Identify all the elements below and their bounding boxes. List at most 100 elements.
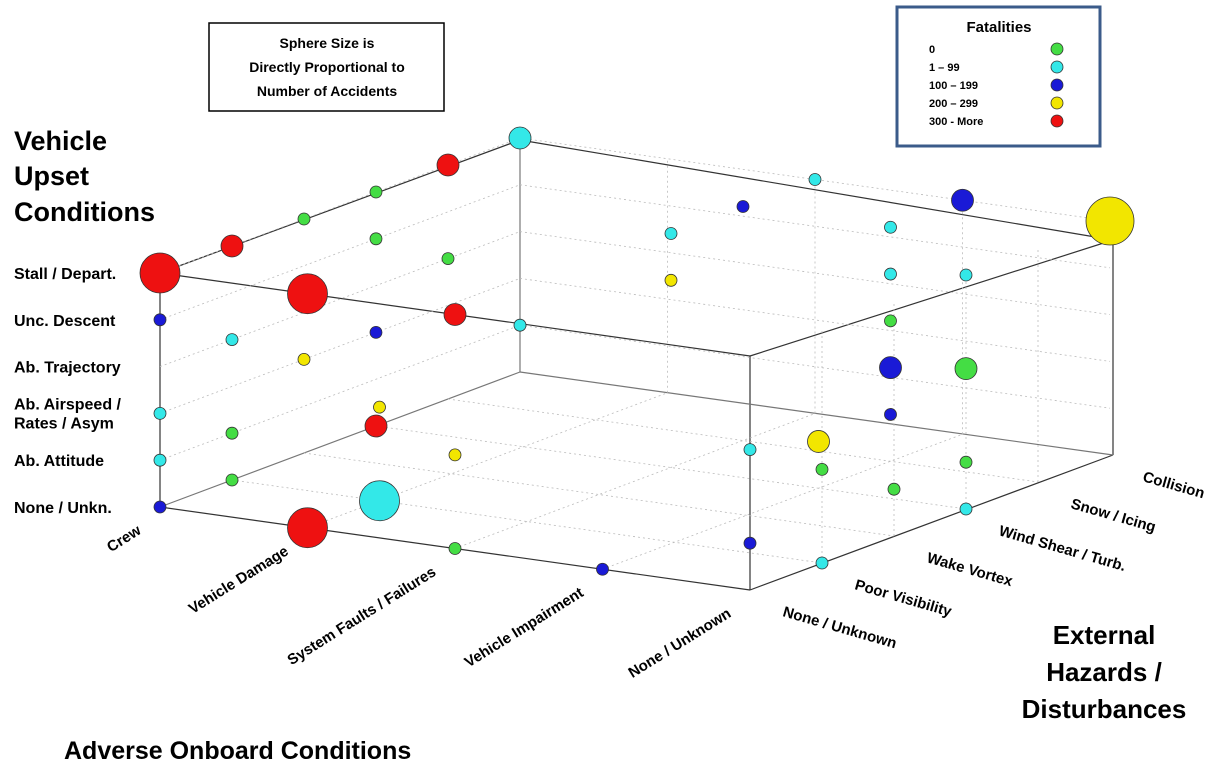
- frame-edge: [749, 239, 1114, 357]
- grid-line: [159, 231, 521, 367]
- accident-sphere: [808, 173, 822, 186]
- frame-edge: [159, 371, 521, 508]
- accident-sphere: [508, 126, 532, 150]
- z-axis-title-line: Disturbances: [1022, 694, 1187, 724]
- grid-line: [519, 231, 1111, 315]
- accident-sphere: [596, 562, 609, 576]
- accident-sphere: [297, 352, 311, 366]
- accident-sphere: [369, 185, 383, 199]
- grid-line: [303, 452, 895, 537]
- accident-sphere: [369, 325, 383, 339]
- y-tick-label: Ab. Trajectory: [14, 360, 121, 377]
- accident-sphere: [664, 273, 678, 287]
- legend-label: 200 – 299: [929, 98, 978, 110]
- z-tick-label: Poor Visibility: [853, 577, 954, 621]
- accident-sphere: [959, 455, 973, 469]
- accident-sphere: [954, 357, 978, 381]
- accident-sphere: [441, 252, 455, 266]
- x-axis-title: Adverse Onboard Conditions: [64, 737, 411, 765]
- z-tick-label: Collision: [1141, 469, 1207, 503]
- accident-sphere: [373, 400, 386, 414]
- axis-labels: None / Unkn. Ab. Attitude Ab. Airspeed / Ra…: [14, 266, 1206, 682]
- accident-sphere: [448, 542, 462, 555]
- y-axis-title-line: Conditions: [14, 197, 155, 227]
- grid-line: [519, 278, 1111, 362]
- legend-swatch: [1050, 96, 1064, 110]
- accident-sphere: [436, 153, 460, 177]
- grid-lines: [159, 137, 1111, 570]
- legend-swatch: [1050, 114, 1064, 128]
- z-axis-title-line: External: [1053, 620, 1156, 650]
- grid-line: [519, 137, 1111, 222]
- z-tick-label: Wake Vortex: [925, 550, 1015, 591]
- accident-sphere: [1085, 196, 1135, 246]
- y-tick-label: Ab. Attitude: [14, 453, 104, 470]
- y-axis-title-line: Upset: [14, 161, 89, 191]
- legend-swatch: [1050, 42, 1064, 56]
- accident-sphere: [884, 267, 897, 281]
- grid-line: [375, 425, 967, 510]
- grid-line: [307, 392, 668, 529]
- size-note-line: Sphere Size is: [280, 35, 375, 51]
- accident-sphere: [225, 426, 239, 440]
- accident-sphere: [664, 227, 678, 240]
- frame-edge: [159, 139, 521, 274]
- x-tick-label: None / Unknown: [625, 605, 734, 682]
- accident-sphere: [807, 430, 830, 453]
- z-tick-label: Snow / Icing: [1069, 496, 1158, 536]
- frame-edge: [749, 454, 1114, 591]
- accident-sphere: [297, 212, 311, 226]
- x-tick-label: Vehicle Damage: [186, 543, 292, 618]
- y-tick-label: Ab. Airspeed / Rates / Asym: [14, 396, 122, 432]
- legend-label: 100 – 199: [929, 80, 978, 92]
- z-axis-title-line: Hazards /: [1046, 657, 1162, 687]
- grid-line: [519, 324, 1111, 409]
- accident-sphere: [736, 200, 750, 213]
- grid-line: [447, 398, 1039, 483]
- accident-sphere: [153, 453, 167, 467]
- frame-edge: [519, 139, 1114, 241]
- data-spheres: [139, 126, 1135, 576]
- accident-sphere: [225, 473, 239, 487]
- x-tick-label: System Faults / Failures: [284, 563, 439, 668]
- accident-sphere: [220, 234, 244, 258]
- accident-sphere: [884, 220, 897, 234]
- accident-sphere: [513, 318, 527, 332]
- plot-frame: [159, 139, 1114, 591]
- x-tick-label: Vehicle Impairment: [462, 584, 587, 671]
- accident-sphere: [951, 188, 974, 212]
- accident-sphere: [225, 333, 239, 347]
- accident-sphere: [448, 448, 462, 462]
- accident-sphere: [879, 356, 902, 380]
- legend-label: 300 - More: [929, 116, 983, 128]
- accident-sphere: [287, 507, 328, 549]
- accident-sphere: [884, 314, 897, 328]
- legend-swatch: [1050, 78, 1064, 92]
- frame-edge: [519, 371, 1114, 456]
- grid-line: [231, 479, 823, 564]
- accident-sphere: [139, 252, 181, 294]
- y-tick-label: Unc. Descent: [14, 313, 116, 330]
- accident-sphere: [364, 414, 388, 438]
- grid-line: [602, 433, 963, 570]
- accident-sphere: [884, 408, 897, 421]
- grid-line: [454, 413, 816, 549]
- y-tick-label: None / Unkn.: [14, 500, 112, 517]
- accident-sphere: [887, 482, 901, 496]
- accident-sphere: [153, 313, 167, 327]
- y-tick-label: Stall / Depart.: [14, 266, 116, 283]
- size-note-line: Number of Accidents: [257, 83, 397, 99]
- accident-sphere: [153, 500, 167, 514]
- grid-line: [519, 184, 1111, 269]
- size-note-box: Sphere Size is Directly Proportional to …: [208, 22, 445, 112]
- z-tick-label: None / Unknown: [781, 604, 899, 653]
- y-axis-title-line: Vehicle: [14, 126, 107, 156]
- y-axis-title: Vehicle Upset Conditions: [14, 126, 155, 227]
- accident-sphere: [815, 556, 829, 570]
- accident-sphere: [443, 303, 467, 326]
- x-tick-label: Crew: [104, 522, 144, 556]
- accident-sphere: [359, 480, 400, 522]
- accident-sphere: [153, 406, 167, 420]
- fatalities-legend: Fatalities 0 1 – 99 100 – 199 200 – 299 300 …: [895, 5, 1102, 148]
